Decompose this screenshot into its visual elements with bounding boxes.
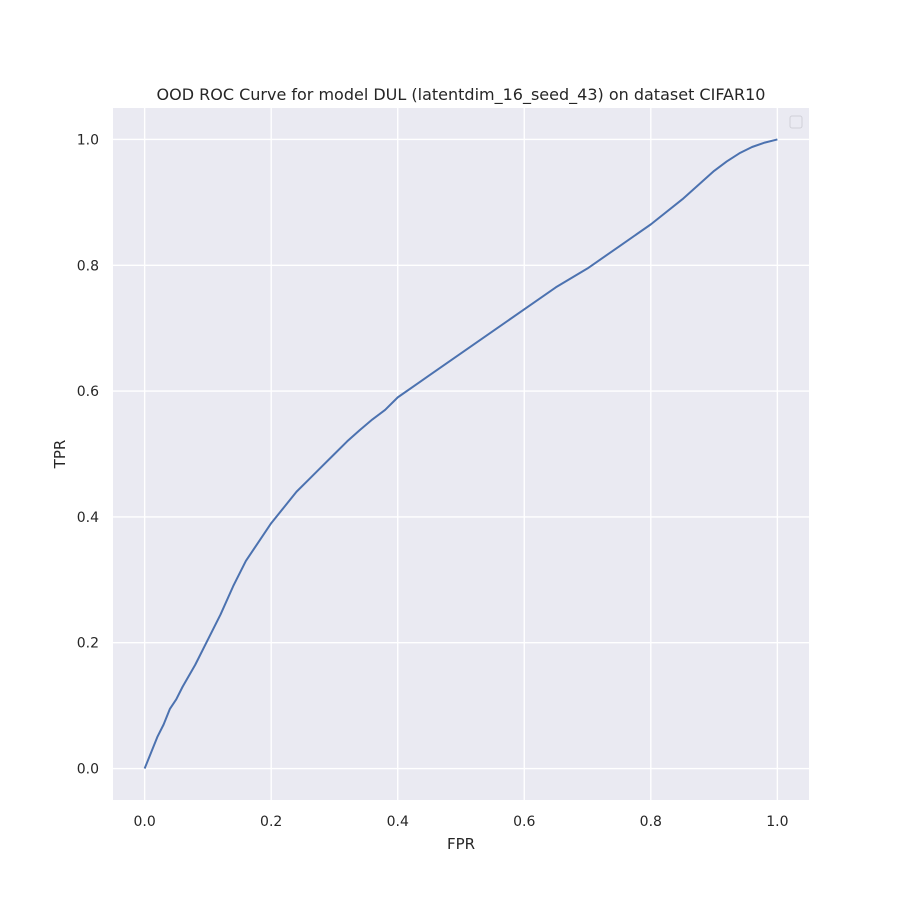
grid-lines xyxy=(113,108,809,800)
y-tick-label: 1.0 xyxy=(77,132,99,148)
series-line xyxy=(143,138,778,769)
y-axis-label: TPR xyxy=(51,440,69,470)
y-tick-label: 0.6 xyxy=(77,384,99,400)
plot-background xyxy=(113,108,809,800)
x-tick-label: 0.4 xyxy=(387,814,409,830)
legend-box xyxy=(789,115,803,129)
x-axis-ticks: 0.0 0.2 0.4 0.6 0.8 1.0 xyxy=(134,814,789,830)
x-tick-label: 0.8 xyxy=(640,814,662,830)
x-tick-label: 0.0 xyxy=(134,814,156,830)
x-tick-label: 0.2 xyxy=(260,814,282,830)
y-tick-label: 0.0 xyxy=(77,762,99,778)
x-tick-label: 1.0 xyxy=(766,814,788,830)
y-tick-label: 0.4 xyxy=(77,510,99,526)
x-axis-label: FPR xyxy=(447,835,475,853)
y-tick-label: 0.8 xyxy=(77,258,99,274)
y-axis-ticks: 0.0 0.2 0.4 0.6 0.8 1.0 xyxy=(77,132,99,777)
series-group xyxy=(143,138,778,769)
chart-title: OOD ROC Curve for model DUL (latentdim_1… xyxy=(157,85,766,105)
x-tick-label: 0.6 xyxy=(513,814,535,830)
y-tick-label: 0.2 xyxy=(77,636,99,652)
